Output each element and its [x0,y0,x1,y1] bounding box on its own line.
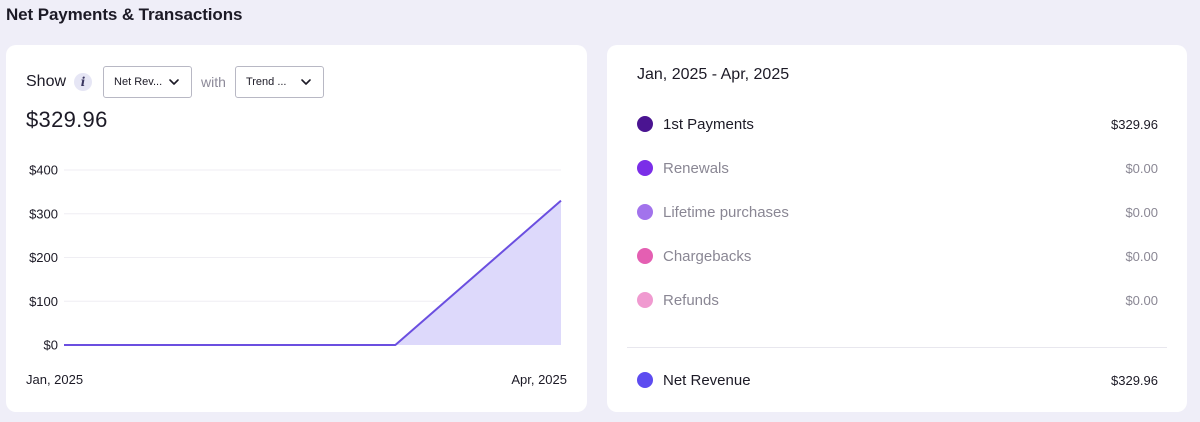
with-label: with [201,74,226,90]
breakdown-label: 1st Payments [663,115,754,133]
summary-value: $329.96 [26,107,108,132]
y-tick-label: $200 [29,250,58,265]
series-line [64,199,562,346]
metric-select[interactable]: Net Rev... [103,66,193,98]
breakdown-card: Jan, 2025 - Apr, 2025 1st Payments $329.9… [607,45,1187,412]
net-revenue-row: Net Revenue $329.96 [637,370,1158,390]
compare-select-value: Trend ... [245,76,287,88]
y-tick-label: $300 [29,206,58,221]
breakdown-label: Chargebacks [663,247,752,265]
legend-dot [637,204,653,220]
chevron-down-icon [169,79,179,85]
breakdown-row: Lifetime purchases $0.00 [637,202,1158,222]
net-revenue-value: $329.96 [1111,372,1158,388]
breakdown-label: Refunds [663,291,719,309]
y-tick-label: $100 [29,294,58,309]
breakdown-value: $0.00 [1125,160,1158,176]
breakdown-row: Renewals $0.00 [637,158,1158,178]
breakdown-value: $0.00 [1125,292,1158,308]
breakdown-row: Refunds $0.00 [637,290,1158,310]
breakdown-label: Renewals [663,159,729,177]
breakdown-value: $329.96 [1111,116,1158,132]
legend-dot [637,160,653,176]
y-tick-label: $0 [44,338,58,353]
x-tick-label: Jan, 2025 [26,372,83,387]
legend-dot [637,292,653,308]
metric-select-value: Net Rev... [114,76,163,88]
legend-dot [637,248,653,264]
breakdown-label: Lifetime purchases [663,203,789,221]
show-label: Show [26,73,67,90]
compare-select[interactable]: Trend ... [234,66,324,98]
revenue-chart-card: Show i Net Rev... with Trend ... $329.96… [6,45,587,412]
breakdown-value: $0.00 [1125,248,1158,264]
divider [627,347,1167,348]
chevron-down-icon [301,79,311,85]
series-area [64,200,561,345]
net-revenue-chart: $400 $300 $200 $100 $0 Jan, 2025 Apr, 2025 [26,163,567,388]
date-range-title: Jan, 2025 - Apr, 2025 [637,66,790,83]
breakdown-value: $0.00 [1125,204,1158,220]
info-icon[interactable]: i [74,73,93,91]
x-tick-label: Apr, 2025 [511,372,567,387]
legend-dot [637,116,653,132]
chart-controls: Show i Net Rev... with Trend ... [26,66,324,98]
net-revenue-dot [637,372,653,388]
section-title: Net Payments & Transactions [6,5,243,24]
breakdown-row: Chargebacks $0.00 [637,246,1158,266]
breakdown-row: 1st Payments $329.96 [637,114,1158,134]
y-tick-label: $400 [29,163,58,178]
net-revenue-label: Net Revenue [663,371,751,389]
